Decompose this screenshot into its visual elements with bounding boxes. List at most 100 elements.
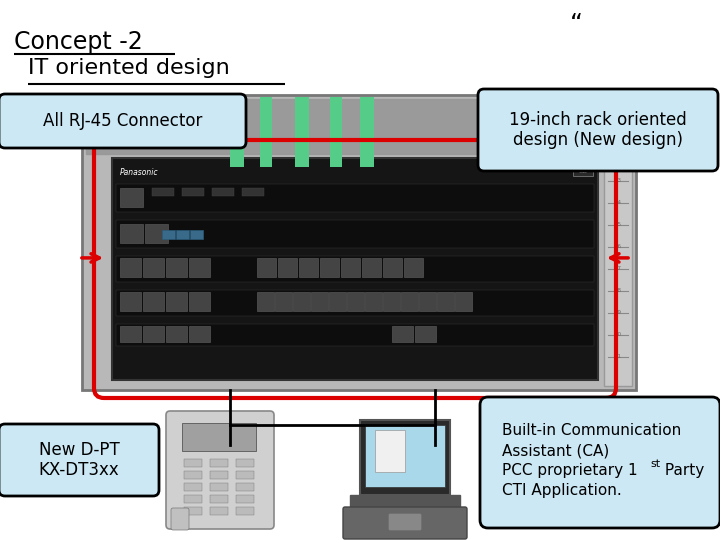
Text: 31: 31 [614, 134, 621, 139]
FancyBboxPatch shape [346, 292, 364, 310]
FancyBboxPatch shape [365, 425, 445, 487]
Text: st: st [650, 459, 660, 469]
FancyBboxPatch shape [166, 326, 186, 341]
Text: 35: 35 [614, 222, 621, 227]
FancyBboxPatch shape [116, 220, 594, 248]
FancyBboxPatch shape [210, 459, 228, 467]
Text: Concept -2: Concept -2 [14, 30, 143, 54]
Text: 37: 37 [614, 267, 621, 272]
FancyBboxPatch shape [242, 188, 264, 196]
FancyBboxPatch shape [400, 292, 418, 310]
FancyBboxPatch shape [454, 292, 472, 310]
FancyBboxPatch shape [350, 495, 460, 509]
FancyBboxPatch shape [184, 483, 202, 491]
FancyBboxPatch shape [120, 292, 140, 310]
FancyBboxPatch shape [256, 258, 276, 276]
Text: Assistant (CA): Assistant (CA) [502, 443, 609, 458]
Text: Panasonic: Panasonic [120, 168, 158, 177]
FancyBboxPatch shape [189, 326, 210, 341]
FancyBboxPatch shape [143, 258, 163, 276]
Text: “: “ [570, 12, 583, 36]
FancyBboxPatch shape [161, 230, 174, 239]
FancyBboxPatch shape [361, 258, 380, 276]
FancyBboxPatch shape [295, 97, 309, 167]
FancyBboxPatch shape [184, 507, 202, 515]
Text: New D-PT
KX-DT3xx: New D-PT KX-DT3xx [39, 441, 120, 480]
FancyBboxPatch shape [182, 423, 256, 451]
Text: SD: SD [578, 168, 588, 174]
FancyBboxPatch shape [116, 290, 594, 316]
FancyBboxPatch shape [403, 258, 423, 276]
FancyBboxPatch shape [392, 326, 413, 341]
Text: Built-in Communication: Built-in Communication [502, 423, 681, 438]
FancyBboxPatch shape [212, 188, 234, 196]
FancyBboxPatch shape [341, 258, 359, 276]
FancyBboxPatch shape [120, 224, 143, 242]
FancyBboxPatch shape [112, 158, 598, 380]
FancyBboxPatch shape [120, 187, 143, 206]
FancyBboxPatch shape [230, 97, 244, 167]
FancyBboxPatch shape [540, 97, 554, 167]
FancyBboxPatch shape [330, 97, 342, 167]
FancyBboxPatch shape [189, 230, 202, 239]
FancyBboxPatch shape [182, 188, 204, 196]
FancyBboxPatch shape [360, 420, 450, 495]
Text: PCC proprietary 1: PCC proprietary 1 [502, 463, 638, 478]
FancyBboxPatch shape [260, 97, 272, 167]
Text: CTI Application.: CTI Application. [502, 483, 622, 498]
Text: All RJ-45 Connector: All RJ-45 Connector [42, 112, 202, 130]
FancyBboxPatch shape [116, 184, 594, 212]
FancyBboxPatch shape [436, 292, 454, 310]
FancyBboxPatch shape [210, 471, 228, 479]
FancyBboxPatch shape [166, 292, 186, 310]
FancyBboxPatch shape [0, 94, 246, 148]
FancyBboxPatch shape [343, 507, 467, 539]
FancyBboxPatch shape [236, 471, 254, 479]
FancyBboxPatch shape [116, 256, 594, 282]
FancyBboxPatch shape [415, 326, 436, 341]
FancyBboxPatch shape [166, 411, 274, 529]
FancyBboxPatch shape [478, 89, 718, 171]
FancyBboxPatch shape [120, 258, 140, 276]
FancyBboxPatch shape [277, 258, 297, 276]
FancyBboxPatch shape [418, 292, 436, 310]
Text: 33: 33 [614, 179, 621, 184]
FancyBboxPatch shape [176, 230, 189, 239]
FancyBboxPatch shape [570, 97, 582, 167]
Text: 34: 34 [614, 200, 621, 206]
FancyBboxPatch shape [382, 292, 400, 310]
FancyBboxPatch shape [86, 99, 632, 154]
FancyBboxPatch shape [573, 164, 593, 176]
FancyBboxPatch shape [143, 292, 163, 310]
Text: 38: 38 [614, 288, 621, 294]
FancyBboxPatch shape [364, 292, 382, 310]
FancyBboxPatch shape [152, 188, 174, 196]
Text: 41: 41 [614, 354, 621, 360]
FancyBboxPatch shape [210, 495, 228, 503]
Text: 39: 39 [614, 310, 621, 315]
FancyBboxPatch shape [189, 292, 210, 310]
Text: IT oriented design: IT oriented design [28, 58, 230, 78]
FancyBboxPatch shape [210, 507, 228, 515]
FancyBboxPatch shape [184, 459, 202, 467]
Text: 32: 32 [614, 157, 621, 161]
Text: 36: 36 [614, 245, 621, 249]
FancyBboxPatch shape [382, 258, 402, 276]
FancyBboxPatch shape [328, 292, 346, 310]
FancyBboxPatch shape [116, 324, 594, 346]
FancyBboxPatch shape [292, 292, 310, 310]
FancyBboxPatch shape [210, 483, 228, 491]
FancyBboxPatch shape [274, 292, 292, 310]
FancyBboxPatch shape [299, 258, 318, 276]
FancyBboxPatch shape [184, 495, 202, 503]
FancyBboxPatch shape [236, 495, 254, 503]
FancyBboxPatch shape [236, 459, 254, 467]
FancyBboxPatch shape [375, 430, 405, 472]
FancyBboxPatch shape [120, 326, 140, 341]
FancyBboxPatch shape [600, 97, 610, 167]
FancyBboxPatch shape [480, 397, 720, 528]
Text: 30: 30 [614, 112, 621, 118]
FancyBboxPatch shape [236, 483, 254, 491]
FancyBboxPatch shape [82, 95, 636, 390]
FancyBboxPatch shape [0, 424, 159, 496]
